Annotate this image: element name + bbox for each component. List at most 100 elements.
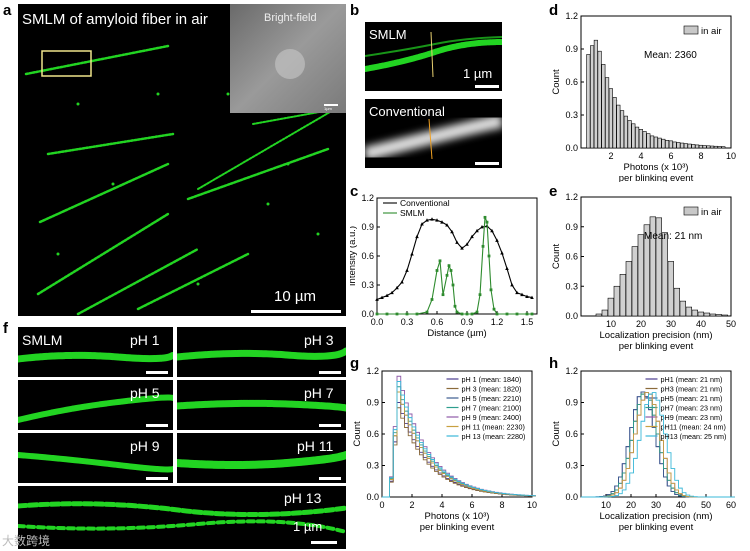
panel-a-title: SMLM of amyloid fiber in air [22,11,208,28]
histogram-bar [667,261,674,317]
ph-label: pH 3 [304,332,334,348]
x-tick-label: 8 [698,151,703,161]
data-point [435,269,439,272]
watermark: 大数跨境 [2,534,51,548]
ph-label: pH 5 [130,385,160,401]
x-tick-label: 0.3 [401,317,414,327]
series-line [376,218,533,301]
tile-ph11: pH 11 [177,433,346,483]
tile-ph7: pH 7 [177,380,346,430]
tile-scale-bar [319,477,341,480]
x-tick-label: 30 [651,500,661,510]
data-point [430,298,434,301]
x-tick-label: 2 [409,500,414,510]
legend-label: pH7 (mean: 23 nm) [661,404,723,413]
data-point [515,312,519,316]
x-tick-label: 4 [638,151,643,161]
data-point [481,244,485,248]
histogram-bar [601,64,606,149]
histogram-bar [709,313,716,317]
histogram-bar [702,145,707,149]
data-point [505,312,509,316]
mean-annotation: Mean: 21 nm [644,231,702,242]
histogram-bar [687,143,692,149]
y-tick-label: 0.0 [565,311,578,321]
x-tick-label: 30 [666,319,676,329]
legend-label: pH1 (mean: 21 nm) [661,375,723,384]
legend-label: pH 13 (mean: 2280) [462,432,526,441]
legend-label: in air [701,207,722,218]
y-tick-label: 0.3 [565,461,578,471]
panel-d-letter: d [549,2,559,19]
y-tick-label: 0.6 [366,429,379,439]
histogram-bar [631,123,636,149]
histogram-bar [665,140,670,149]
histogram-bar [697,311,704,317]
histogram-bar [612,97,617,149]
data-point [415,312,419,316]
y-axis-label: Intensity (a.u.) [350,226,358,286]
histogram-bar [673,287,680,317]
x-axis-label: Distance (µm) [427,328,486,339]
panel-f-scale-label: 1 µm [293,519,323,534]
data-point [435,218,439,222]
data-point [385,293,389,298]
data-point [380,295,384,299]
data-point [470,234,474,239]
data-point [395,312,399,316]
x-axis-label: Photons (x 10³) [425,511,490,522]
panel-b-conventional-image: Conventional [365,99,502,168]
y-tick-label: 1.2 [366,366,379,376]
y-tick-label: 0.9 [366,398,379,408]
series-line [382,381,536,498]
y-tick-label: 1.2 [565,192,578,202]
histogram-bar [590,45,595,149]
smlm-label: SMLM [22,332,63,348]
data-point [515,290,519,295]
data-point [375,297,379,301]
x-tick-label: 10 [726,151,736,161]
x-tick-label: 2 [608,151,613,161]
x-tick-label: 10 [606,319,616,329]
y-tick-label: 0.3 [565,281,578,291]
legend-label: pH 11 (mean: 2230) [462,423,525,432]
histogram-bar [607,297,614,317]
data-point [445,223,449,227]
histogram-bar [620,110,625,149]
mean-annotation: Mean: 2360 [644,50,697,61]
bright-field-inset: Bright-field 1µm [230,4,346,113]
histogram-bar [717,146,722,149]
histogram-bar [646,133,651,149]
tile-ph9: pH 9 [18,433,173,483]
data-point [483,215,487,219]
y-tick-label: 0.9 [565,398,578,408]
y-tick-label: 0.3 [565,110,578,120]
y-axis-label: Count [352,421,363,447]
x-tick-label: 10 [527,500,537,510]
chart-e: 0.0 0.3 0.6 0.9 1.2 10 20 30 40 50 Localization pr… [551,192,736,352]
histogram-bar [586,54,591,149]
panel-a-image: SMLM of amyloid fiber in air Bright-fiel… [18,4,346,316]
tile-scale-bar [146,477,168,480]
x-axis-label: Photons (x 10³) [624,162,689,173]
data-point [510,283,514,287]
legend-label: pH 9 (mean: 2400) [462,413,522,422]
data-point [425,310,429,314]
x-tick-label: 40 [696,319,706,329]
y-tick-label: 0.0 [361,309,374,319]
data-point [465,242,469,246]
histogram-bar [680,142,685,149]
legend-swatch [683,25,699,35]
legend-label: pH 3 (mean: 1820) [462,385,522,394]
data-point [420,222,424,226]
data-point [441,293,445,297]
panel-a-scale-label: 10 µm [274,288,316,305]
data-point [453,304,457,308]
data-point [492,307,496,311]
y-tick-label: 0.6 [565,77,578,87]
histogram-bar [676,142,681,149]
x-tick-label: 0 [379,500,384,510]
x-tick-label: 0.6 [431,317,444,327]
tile-scale-bar [146,424,168,427]
histogram-bar [683,143,688,149]
